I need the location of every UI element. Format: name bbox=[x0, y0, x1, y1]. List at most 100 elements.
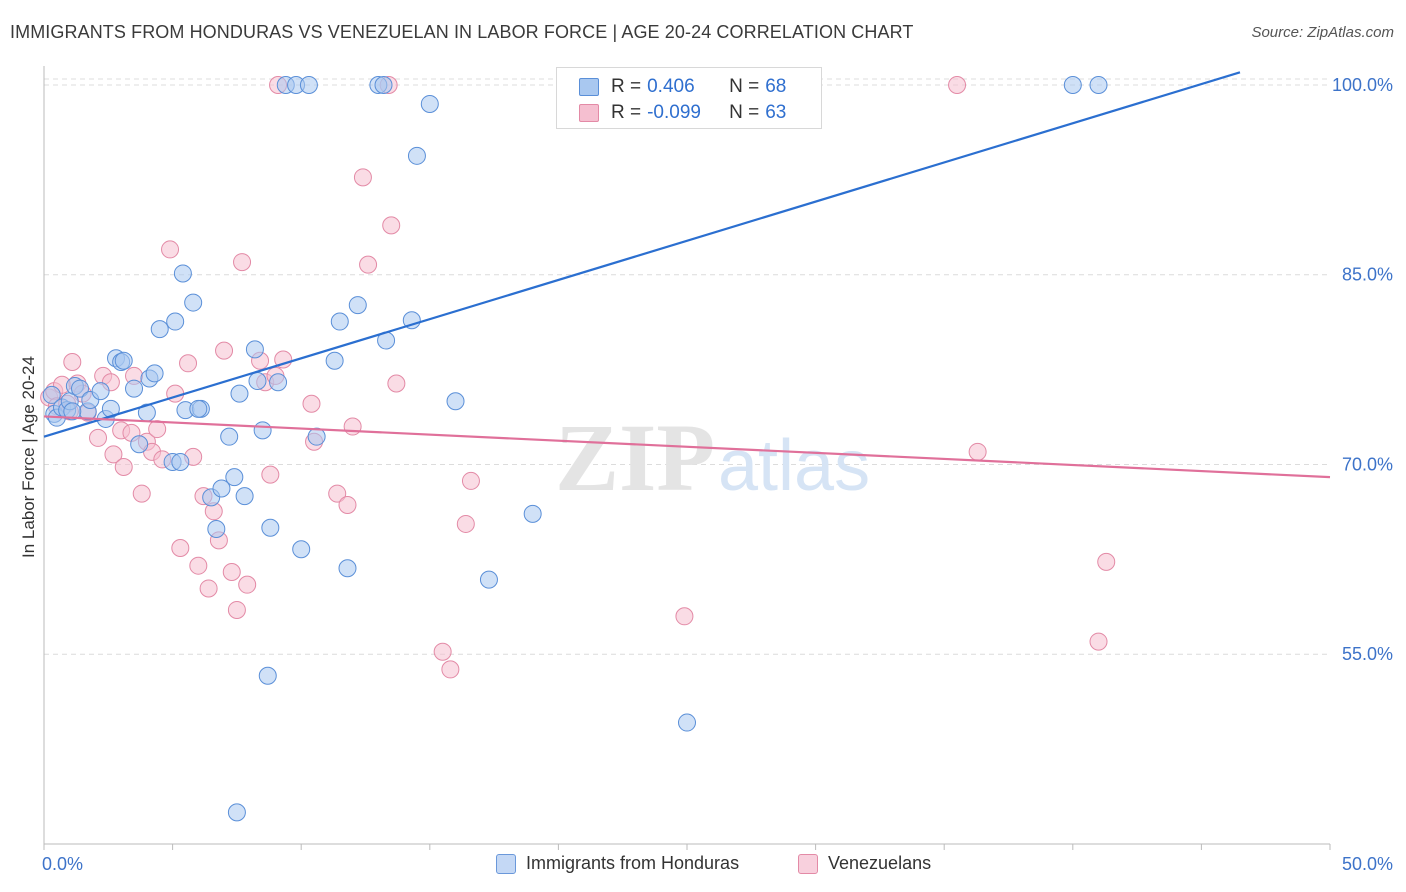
venezuelans-point bbox=[132, 484, 151, 503]
axes bbox=[43, 66, 1331, 850]
honduras-point bbox=[130, 435, 149, 454]
honduras-point bbox=[253, 421, 272, 440]
honduras-trend-line bbox=[43, 71, 1241, 438]
watermark-atlas: atlas bbox=[718, 426, 870, 506]
x-tick-label: 0.0% bbox=[42, 854, 83, 874]
stats-legend: R = 0.406 N = 68 R = -0.099 N = 63 bbox=[556, 67, 822, 129]
honduras-point bbox=[248, 371, 267, 390]
source-label: Source: ZipAtlas.com bbox=[1251, 24, 1394, 41]
honduras-point bbox=[230, 384, 249, 403]
honduras-point bbox=[292, 540, 311, 559]
n-label: N = bbox=[729, 76, 760, 97]
honduras-point bbox=[150, 320, 169, 339]
venezuelans-point bbox=[171, 538, 190, 557]
watermark: ZIP atlas bbox=[555, 404, 870, 511]
honduras-point bbox=[1063, 75, 1082, 94]
venezuelans-point bbox=[104, 445, 123, 464]
honduras-point bbox=[307, 427, 326, 446]
venezuelans-point bbox=[343, 417, 362, 436]
honduras-point bbox=[173, 264, 192, 283]
honduras-point bbox=[245, 340, 264, 359]
honduras-swatch bbox=[579, 78, 599, 96]
honduras-point bbox=[325, 351, 344, 370]
r-value-venezuelans: -0.099 bbox=[647, 102, 701, 123]
venezuelans-point bbox=[274, 350, 293, 369]
honduras-point bbox=[374, 75, 393, 94]
honduras-point bbox=[446, 392, 465, 411]
venezuelans-point bbox=[114, 458, 133, 477]
honduras-point bbox=[220, 427, 239, 446]
y-tick-label: 100.0% bbox=[1332, 75, 1393, 95]
y-tick-label: 70.0% bbox=[1342, 454, 1393, 474]
y-tick-label: 55.0% bbox=[1342, 644, 1393, 664]
honduras-point bbox=[225, 468, 244, 487]
legend-row-honduras: R = 0.406 N = 68 bbox=[579, 74, 786, 100]
r-label: R = bbox=[611, 76, 642, 97]
venezuelans-point bbox=[382, 216, 401, 235]
honduras-point bbox=[235, 487, 254, 506]
honduras-point bbox=[269, 373, 288, 392]
venezuelans-point bbox=[456, 514, 475, 533]
watermark-zip: ZIP bbox=[555, 404, 715, 511]
venezuelans-point bbox=[328, 484, 347, 503]
legend-item-honduras[interactable]: Immigrants from Honduras bbox=[496, 853, 739, 874]
venezuelans-point bbox=[161, 240, 180, 259]
honduras-point bbox=[407, 146, 426, 165]
honduras-points bbox=[42, 75, 1108, 822]
venezuelans-point bbox=[948, 75, 967, 94]
venezuelans-point bbox=[968, 442, 987, 461]
n-value-venezuelans: 63 bbox=[765, 102, 787, 123]
venezuelans-point bbox=[63, 353, 82, 372]
venezuelans-point bbox=[179, 354, 198, 373]
venezuelans-point bbox=[222, 563, 241, 582]
venezuelans-point bbox=[261, 465, 280, 484]
honduras-point bbox=[258, 666, 277, 685]
honduras-point bbox=[402, 311, 421, 330]
honduras-point bbox=[1089, 75, 1108, 94]
x-tick-labels: 0.0% 50.0% bbox=[42, 854, 1393, 874]
venezuelans-point bbox=[1097, 552, 1116, 571]
honduras-point bbox=[207, 520, 226, 539]
honduras-point bbox=[212, 479, 231, 498]
venezuelans-point bbox=[233, 253, 252, 272]
r-label: R = bbox=[611, 102, 642, 123]
venezuelans-point bbox=[359, 255, 378, 274]
honduras-point bbox=[166, 312, 185, 331]
venezuelans-trend-line bbox=[43, 415, 1331, 479]
honduras-point bbox=[171, 452, 190, 471]
venezuelans-point bbox=[89, 428, 108, 447]
n-value-honduras: 68 bbox=[765, 76, 787, 97]
trend-lines bbox=[43, 71, 1331, 479]
honduras-point bbox=[184, 293, 203, 312]
venezuelans-point bbox=[387, 374, 406, 393]
honduras-point bbox=[261, 518, 280, 537]
honduras-point bbox=[125, 379, 144, 398]
honduras-point bbox=[114, 351, 133, 370]
legend-label-venezuelans: Venezuelans bbox=[828, 853, 932, 873]
honduras-point bbox=[91, 382, 110, 401]
honduras-point bbox=[42, 385, 61, 404]
x-tick-label: 50.0% bbox=[1342, 854, 1393, 874]
honduras-point bbox=[189, 399, 208, 418]
honduras-point bbox=[330, 312, 349, 331]
y-tick-labels: 55.0% 70.0% 85.0% 100.0% bbox=[1332, 75, 1393, 664]
venezuelans-point bbox=[227, 600, 246, 619]
honduras-point bbox=[71, 379, 90, 398]
honduras-point bbox=[63, 402, 82, 421]
honduras-point bbox=[145, 364, 164, 383]
y-axis-label: In Labor Force | Age 20-24 bbox=[19, 356, 38, 558]
venezuelans-swatch bbox=[798, 853, 818, 874]
venezuelans-points bbox=[40, 75, 1116, 679]
venezuelans-point bbox=[353, 168, 372, 187]
legend-row-venezuelans: R = -0.099 N = 63 bbox=[579, 100, 786, 126]
venezuelans-point bbox=[215, 341, 234, 360]
venezuelans-point bbox=[338, 495, 357, 514]
venezuelans-point bbox=[675, 607, 694, 626]
series-legend: Immigrants from Honduras Venezuelans bbox=[0, 853, 1406, 875]
honduras-point bbox=[523, 504, 542, 523]
venezuelans-point bbox=[1089, 632, 1108, 651]
legend-item-venezuelans[interactable]: Venezuelans bbox=[798, 853, 931, 874]
venezuelans-point bbox=[189, 556, 208, 575]
venezuelans-point bbox=[441, 660, 460, 679]
